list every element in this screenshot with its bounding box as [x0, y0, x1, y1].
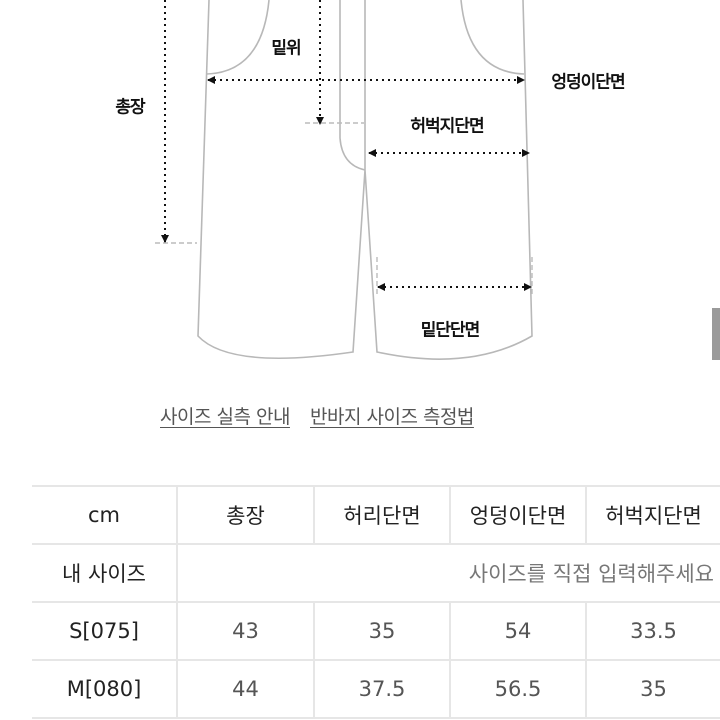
size-measure-guide-link[interactable]: 사이즈 실측 안내 — [160, 406, 290, 428]
table-cell: 35 — [313, 601, 451, 661]
table-cell: 54 — [449, 601, 587, 661]
shorts-illustration — [155, 0, 533, 360]
table-cell: 33.5 — [585, 601, 720, 661]
my-size-placeholder: 사이즈를 직접 입력해주세요 — [468, 562, 714, 586]
shorts-outline — [197, 0, 533, 360]
table-row: M[080] 44 37.5 56.5 35 — [32, 659, 720, 719]
my-size-row: 내 사이즈 사이즈를 직접 입력해주세요 — [32, 543, 720, 603]
guide-lines — [155, 122, 533, 295]
table-cell: 35 — [585, 659, 720, 719]
header-cell: cm — [32, 485, 178, 545]
shorts-measure-method-link[interactable]: 반바지 사이즈 측정법 — [310, 406, 474, 428]
size-name: M[080] — [32, 659, 178, 719]
table-cell: 44 — [176, 659, 315, 719]
rise-label: 밑위 — [271, 38, 301, 59]
size-diagram: 밑위 엉덩이단면 총장 허벅지단면 밑단단면 — [115, 0, 626, 360]
header-cell: 총장 — [176, 485, 315, 545]
header-cell: 허리단면 — [313, 485, 451, 545]
size-guide-links: 사이즈 실측 안내 반바지 사이즈 측정법 — [160, 402, 488, 429]
table-cell: 56.5 — [449, 659, 587, 719]
table-cell: 43 — [176, 601, 315, 661]
hem-label: 밑단단면 — [420, 320, 481, 341]
scrollbar[interactable] — [712, 308, 720, 360]
table-cell: 37.5 — [313, 659, 451, 719]
header-cell: 엉덩이단면 — [449, 485, 587, 545]
hip-label: 엉덩이단면 — [551, 72, 625, 93]
my-size-label: 내 사이즈 — [32, 543, 178, 603]
size-table: cm 총장 허리단면 엉덩이단면 허벅지단면 내 사이즈 사이즈를 직접 입력해… — [32, 485, 720, 719]
size-name: S[075] — [32, 601, 178, 661]
table-header-row: cm 총장 허리단면 엉덩이단면 허벅지단면 — [32, 485, 720, 545]
my-size-input[interactable]: 사이즈를 직접 입력해주세요 — [176, 543, 720, 603]
length-label: 총장 — [115, 97, 145, 118]
header-cell: 허벅지단면 — [585, 485, 720, 545]
thigh-label: 허벅지단면 — [410, 116, 484, 137]
table-row: S[075] 43 35 54 33.5 — [32, 601, 720, 661]
